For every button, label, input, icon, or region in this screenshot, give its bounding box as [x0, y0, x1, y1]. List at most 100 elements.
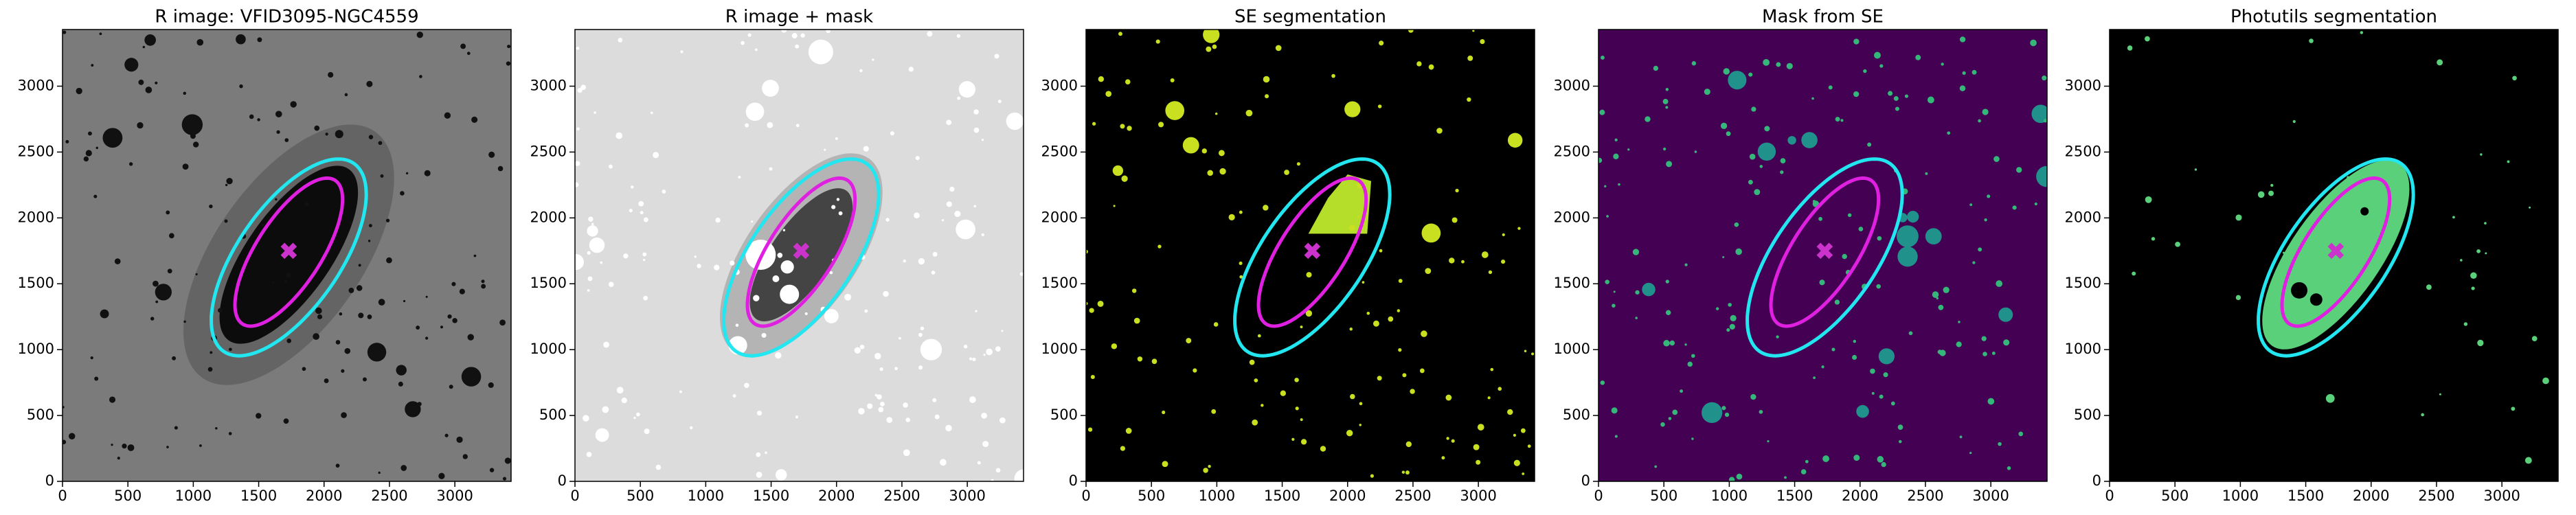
- source: [608, 164, 613, 169]
- source: [2151, 237, 2156, 241]
- source: [317, 314, 323, 319]
- source: [1125, 79, 1131, 85]
- source: [1715, 307, 1719, 310]
- source: [1614, 138, 1618, 141]
- source: [1665, 87, 1669, 91]
- x-tick-label: 0: [1594, 488, 1603, 504]
- source: [1377, 376, 1382, 381]
- source: [932, 251, 938, 257]
- source: [775, 469, 787, 481]
- source: [1507, 133, 1523, 148]
- source: [859, 345, 865, 350]
- source: [1472, 30, 1475, 32]
- source: [1353, 108, 1357, 113]
- source: [1754, 189, 1761, 196]
- source: [290, 101, 297, 108]
- y-tick-label: 500: [1563, 407, 1590, 423]
- y-tick-label: 1500: [18, 275, 54, 291]
- source: [1208, 465, 1211, 468]
- source: [63, 439, 67, 444]
- source: [1118, 32, 1122, 36]
- panel-title: SE segmentation: [1234, 7, 1386, 27]
- y-tick-label: 500: [1050, 407, 1078, 423]
- source: [109, 396, 116, 403]
- source: [1249, 359, 1255, 365]
- source: [874, 352, 881, 360]
- x-tick-label: 2500: [371, 488, 407, 504]
- source: [1776, 335, 1779, 339]
- center-marker: [2327, 242, 2345, 260]
- source: [765, 451, 767, 455]
- source: [2145, 36, 2150, 42]
- source: [1305, 310, 1313, 317]
- source: [1239, 275, 1243, 279]
- source: [918, 258, 925, 265]
- source: [1958, 321, 1961, 323]
- source: [471, 116, 478, 123]
- source: [489, 468, 495, 472]
- source: [1357, 216, 1360, 218]
- source: [341, 369, 345, 373]
- source: [1982, 108, 1989, 115]
- source: [576, 47, 580, 50]
- y-tick-label: 2500: [1041, 143, 1078, 159]
- source: [1907, 210, 1919, 223]
- source: [782, 229, 786, 231]
- source: [1767, 439, 1770, 443]
- source: [1937, 350, 1943, 354]
- source: [1927, 96, 1934, 104]
- source: [166, 210, 170, 215]
- source: [995, 468, 1001, 473]
- y-tick-label: 0: [558, 472, 567, 489]
- x-tick-label: 1500: [2287, 488, 2324, 504]
- source: [2257, 191, 2265, 198]
- source: [854, 347, 861, 354]
- source: [1372, 320, 1379, 327]
- source: [1888, 91, 1893, 96]
- y-tick-label: 1500: [1554, 275, 1590, 291]
- source: [461, 367, 482, 387]
- source: [449, 385, 453, 389]
- source: [600, 261, 603, 264]
- source: [1449, 258, 1455, 264]
- source: [174, 426, 178, 430]
- source: [1219, 168, 1226, 175]
- image: [2110, 30, 2558, 481]
- source: [2379, 220, 2385, 226]
- source: [167, 268, 172, 274]
- source: [824, 148, 826, 151]
- source: [168, 233, 174, 239]
- source: [228, 432, 232, 435]
- source: [1915, 54, 1921, 60]
- source: [1665, 310, 1671, 316]
- source: [1398, 348, 1402, 352]
- source: [145, 87, 152, 93]
- source: [956, 219, 975, 240]
- source: [1787, 136, 1796, 145]
- source: [1684, 263, 1688, 266]
- source: [835, 137, 838, 140]
- source: [927, 31, 933, 37]
- source: [1734, 222, 1739, 227]
- source: [257, 37, 262, 43]
- source: [1873, 52, 1881, 59]
- image: [1086, 30, 1535, 481]
- source: [633, 416, 636, 420]
- source: [872, 58, 874, 61]
- source: [1867, 142, 1872, 147]
- source: [111, 444, 113, 446]
- source: [1614, 435, 1618, 438]
- source: [2003, 339, 2010, 346]
- source: [1932, 291, 1939, 298]
- source: [1455, 188, 1459, 193]
- source: [1720, 122, 1728, 129]
- source: [762, 80, 779, 97]
- source: [1214, 112, 1218, 115]
- source: [2127, 45, 2133, 51]
- source: [744, 382, 749, 389]
- source: [1014, 469, 1024, 481]
- source: [1959, 85, 1966, 91]
- source: [1702, 402, 1723, 424]
- source: [1895, 106, 1899, 111]
